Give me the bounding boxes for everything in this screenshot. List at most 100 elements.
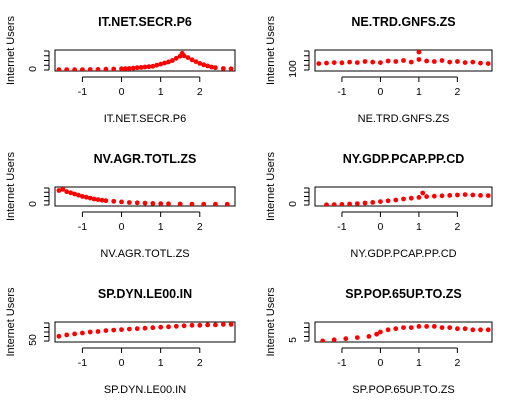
points-group — [56, 322, 234, 339]
x-tick-label: -1 — [337, 221, 346, 233]
data-point — [439, 58, 445, 63]
data-point — [366, 334, 372, 339]
x-tick-label: 0 — [119, 221, 125, 233]
panel-title: SP.DYN.LE00.IN — [98, 287, 192, 301]
data-point — [420, 190, 426, 196]
data-point — [393, 197, 399, 203]
x-tick-label: -1 — [337, 357, 346, 369]
data-point — [126, 66, 132, 71]
data-point — [378, 60, 383, 65]
data-point — [220, 322, 226, 327]
plot-frame — [314, 49, 493, 72]
data-point — [462, 326, 468, 332]
x-tick-label: 0 — [119, 357, 125, 369]
x-tick-label: 2 — [454, 357, 460, 369]
x-tick-label: 1 — [158, 86, 164, 98]
data-point — [166, 324, 171, 330]
data-point — [170, 58, 175, 63]
data-point — [401, 58, 406, 63]
points-group — [324, 190, 491, 206]
data-point — [228, 322, 234, 327]
data-point — [424, 58, 429, 64]
y-axis-label: Internet Users — [265, 151, 277, 221]
data-point — [393, 59, 399, 64]
data-point — [166, 201, 171, 206]
x-tick-label: 1 — [416, 357, 422, 369]
data-point — [197, 322, 203, 328]
data-point — [228, 66, 234, 71]
scatter-panel-4: NY.GDP.PCAP.PP.CD -1 0 1 2 NY.GDP.PCAP.PP.CD 0… — [265, 151, 493, 260]
data-point — [126, 200, 132, 205]
panel-title: NV.AGR.TOTL.ZS — [94, 152, 197, 166]
panel-title: IT.NET.SECR.P6 — [98, 15, 192, 29]
data-point — [76, 192, 81, 198]
points-group — [316, 50, 491, 66]
data-point — [201, 201, 207, 206]
data-point — [320, 338, 326, 342]
data-point — [439, 325, 445, 330]
data-point — [111, 66, 117, 71]
x-axis-label: NY.GDP.PCAP.PP.CD — [350, 248, 456, 260]
data-point — [103, 328, 109, 333]
data-point — [56, 188, 62, 193]
scatter-panel-1: IT.NET.SECR.P6 -1 0 1 2 IT.NET.SECR.P6 0 Intern… — [5, 15, 236, 125]
y-axis-label: Internet Users — [5, 15, 17, 85]
data-point — [87, 67, 93, 71]
data-point — [478, 327, 483, 333]
data-point — [385, 198, 391, 204]
data-point — [470, 192, 476, 198]
y-tick-label: 5 — [287, 337, 299, 343]
data-point — [370, 59, 376, 65]
data-point — [60, 187, 66, 192]
x-axis-label: SP.DYN.LE00.IN — [104, 384, 186, 396]
data-point — [173, 323, 179, 329]
data-point — [331, 337, 337, 342]
data-point — [385, 327, 391, 333]
data-point — [185, 55, 191, 60]
x-tick-label: 2 — [454, 86, 460, 98]
data-point — [478, 60, 483, 66]
data-point — [424, 324, 429, 329]
x-tick-label: 1 — [158, 357, 164, 369]
x-tick-label: 2 — [197, 221, 203, 233]
scatter-panel-5: SP.DYN.LE00.IN -1 0 1 2 SP.DYN.LE00.IN 50 Inter… — [5, 287, 236, 396]
data-point — [150, 325, 156, 331]
data-point — [142, 325, 148, 331]
data-point — [408, 59, 414, 65]
data-point — [150, 201, 156, 206]
data-point — [103, 198, 109, 204]
y-tick-label: 0 — [27, 201, 39, 207]
data-point — [205, 322, 211, 328]
data-point — [111, 327, 117, 333]
data-point — [447, 193, 453, 198]
x-tick-label: 0 — [377, 357, 383, 369]
x-tick-label: 1 — [158, 221, 164, 233]
data-point — [119, 199, 124, 205]
data-point — [123, 66, 128, 71]
data-point — [401, 325, 406, 330]
data-point — [142, 200, 148, 206]
data-point — [205, 63, 211, 69]
x-tick-label: 2 — [454, 221, 460, 233]
data-point — [95, 197, 101, 203]
data-point — [158, 201, 164, 206]
data-point — [126, 326, 132, 332]
data-point — [316, 61, 322, 66]
x-tick-label: -1 — [337, 86, 346, 98]
data-point — [378, 199, 383, 205]
data-point — [416, 195, 422, 200]
data-point — [138, 65, 144, 70]
data-point — [408, 325, 414, 330]
data-point — [162, 60, 168, 66]
data-point — [166, 59, 171, 65]
data-point — [485, 61, 491, 66]
data-point — [331, 202, 337, 206]
data-point — [213, 201, 218, 206]
x-axis-label: IT.NET.SECR.P6 — [104, 113, 187, 125]
y-axis-label: Internet Users — [265, 287, 277, 357]
data-point — [431, 59, 437, 64]
data-point — [189, 57, 195, 63]
data-point — [158, 324, 164, 330]
data-point — [374, 331, 379, 337]
